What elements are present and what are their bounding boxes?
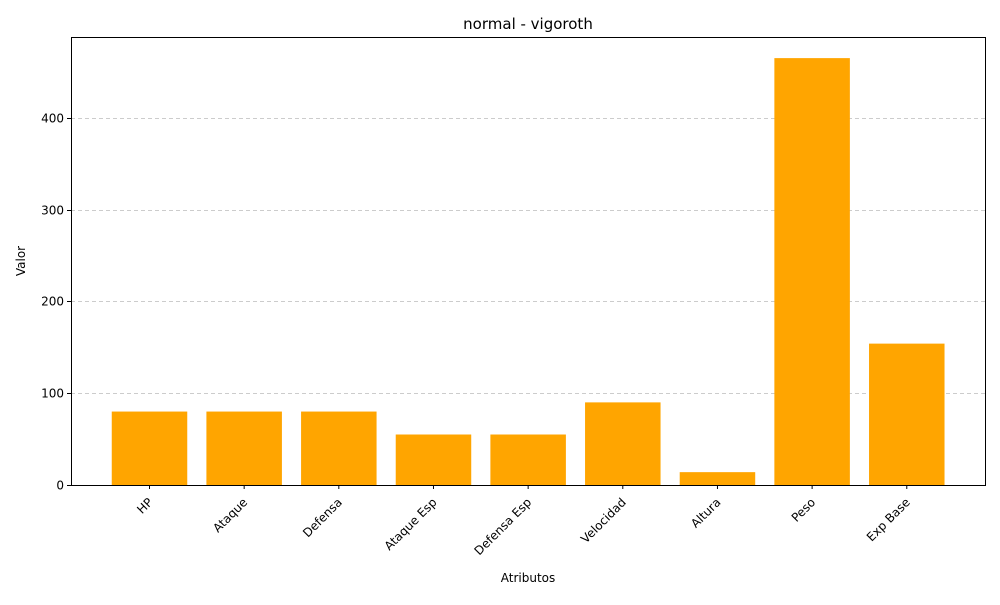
bar bbox=[490, 434, 566, 485]
y-tick-label: 100 bbox=[41, 387, 64, 401]
bar bbox=[869, 343, 945, 485]
y-axis-ticks: 0 100 200 300 400 bbox=[41, 112, 71, 493]
x-tick-label: Defensa bbox=[300, 495, 345, 540]
grid-lines bbox=[71, 118, 985, 394]
bars bbox=[111, 58, 945, 486]
bar bbox=[395, 434, 472, 485]
bar bbox=[679, 472, 756, 485]
x-tick-label: Ataque Esp bbox=[382, 495, 440, 553]
x-tick-label: Altura bbox=[688, 495, 723, 530]
x-tick-label: Ataque bbox=[210, 495, 250, 535]
bar bbox=[206, 411, 282, 485]
x-axis-label: Atributos bbox=[501, 571, 556, 585]
x-tick-label: Defensa Esp bbox=[472, 495, 535, 558]
bar bbox=[111, 411, 188, 485]
chart-title: normal - vigoroth bbox=[463, 15, 593, 33]
bar bbox=[774, 58, 850, 486]
x-tick-label: Peso bbox=[789, 495, 819, 525]
y-axis-label: Valor bbox=[14, 246, 28, 276]
y-tick-label: 400 bbox=[41, 112, 64, 126]
y-tick-label: 0 bbox=[56, 479, 64, 493]
y-tick-label: 200 bbox=[41, 295, 64, 309]
y-tick-label: 300 bbox=[41, 204, 64, 218]
bar bbox=[585, 402, 661, 485]
x-tick-label: Exp Base bbox=[864, 495, 913, 544]
x-tick-label: HP bbox=[134, 495, 155, 516]
x-axis-ticks: HP Ataque Defensa Ataque Esp Defensa Esp Velo… bbox=[134, 485, 913, 558]
bar bbox=[301, 411, 377, 485]
x-tick-label: Velocidad bbox=[578, 495, 629, 546]
